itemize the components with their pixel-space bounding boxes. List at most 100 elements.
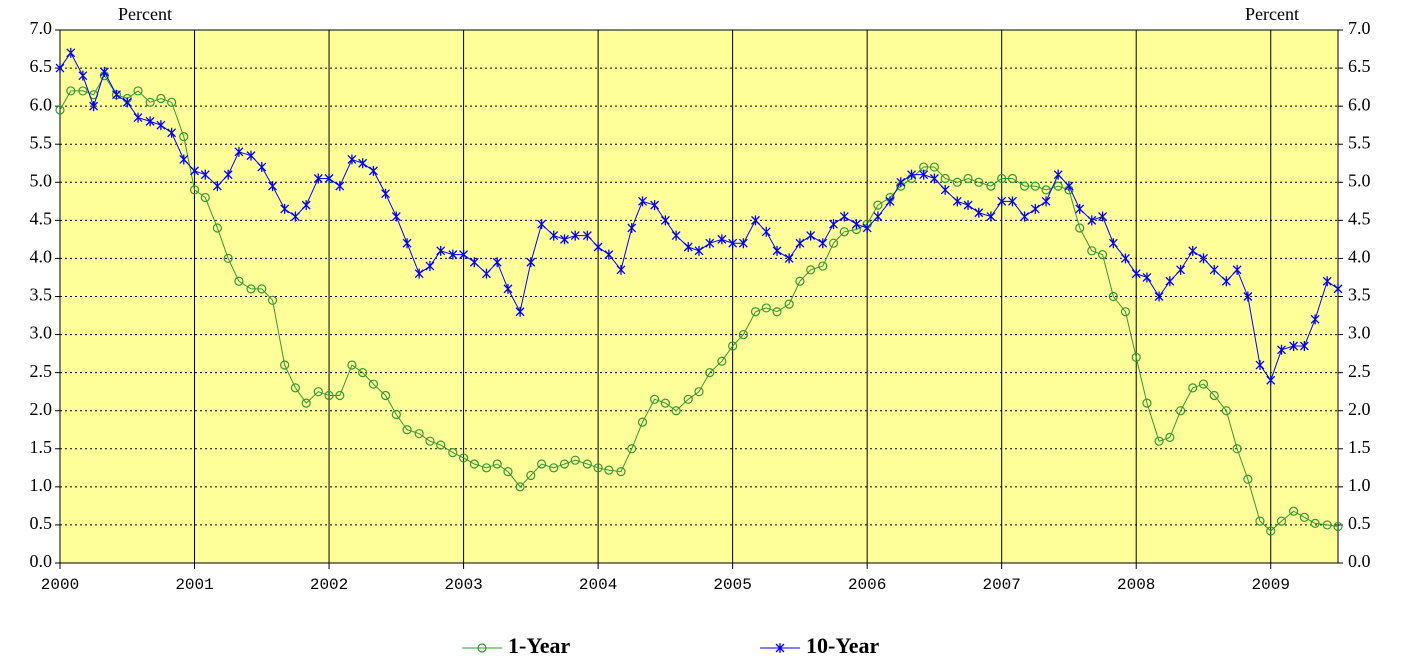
data-point <box>200 169 210 180</box>
data-point <box>784 253 794 264</box>
x-tick-label: 2009 <box>1252 576 1290 594</box>
legend-label: 10-Year <box>806 633 880 658</box>
y-tick-label: 6.0 <box>30 94 53 114</box>
data-point <box>1209 264 1219 275</box>
data-point <box>963 200 973 211</box>
data-point <box>728 341 738 351</box>
data-point <box>179 154 189 165</box>
data-point <box>627 444 637 454</box>
data-point <box>391 409 401 420</box>
data-point <box>683 242 693 253</box>
data-point <box>1030 203 1040 214</box>
data-point <box>986 211 996 222</box>
data-point <box>290 383 301 393</box>
data-point <box>1142 398 1152 408</box>
data-point <box>335 181 345 192</box>
data-point <box>402 425 412 435</box>
data-point <box>133 86 143 96</box>
data-point <box>212 223 222 233</box>
data-point <box>368 165 378 176</box>
data-point <box>717 356 727 366</box>
data-point <box>335 390 345 401</box>
data-point <box>772 245 782 256</box>
data-point <box>1243 291 1253 302</box>
data-point <box>1232 444 1242 454</box>
y2-tick-label: 6.0 <box>1348 94 1371 114</box>
data-point <box>604 249 614 260</box>
data-point <box>839 211 849 222</box>
data-point <box>570 455 580 465</box>
data-point <box>358 368 368 378</box>
data-point <box>806 230 816 241</box>
data-point <box>1243 474 1253 484</box>
data-point <box>526 470 536 481</box>
y2-tick-label: 4.0 <box>1348 247 1371 267</box>
series-line <box>59 74 1339 532</box>
data-point <box>89 101 99 112</box>
data-point <box>537 459 547 469</box>
data-point <box>705 368 715 378</box>
data-point <box>1087 246 1097 256</box>
data-point <box>78 86 88 96</box>
y2-tick-label: 5.5 <box>1348 132 1371 152</box>
y2-tick-label: 2.0 <box>1348 399 1371 419</box>
data-point <box>616 467 626 477</box>
data-point <box>1120 253 1130 264</box>
data-point <box>919 169 929 180</box>
data-point <box>1221 406 1231 416</box>
data-point <box>391 211 401 222</box>
data-point <box>761 226 771 237</box>
data-point <box>99 66 109 77</box>
y2-tick-label: 1.5 <box>1348 437 1371 457</box>
data-point <box>190 165 199 176</box>
x-tick-label: 2001 <box>175 576 213 594</box>
y2-tick-label: 4.5 <box>1348 208 1371 228</box>
data-point <box>1108 238 1118 249</box>
data-point <box>381 188 391 199</box>
y-tick-label: 4.5 <box>30 208 53 228</box>
data-point <box>1289 506 1299 516</box>
data-point <box>66 86 76 96</box>
y-tick-label: 3.0 <box>30 323 53 343</box>
data-point <box>705 238 715 249</box>
data-point <box>301 398 311 408</box>
data-point <box>358 158 368 169</box>
data-point <box>223 169 233 180</box>
x-tick-label: 2003 <box>444 576 482 594</box>
data-point <box>851 219 861 230</box>
data-point <box>1165 276 1175 287</box>
data-point <box>1097 250 1108 260</box>
data-point <box>1221 276 1231 287</box>
y-tick-label: 6.5 <box>30 56 53 76</box>
data-point <box>1098 211 1108 222</box>
data-point <box>458 453 469 463</box>
data-point <box>200 192 210 203</box>
data-point <box>167 127 177 138</box>
data-point <box>1232 264 1242 275</box>
data-point <box>873 211 883 222</box>
y-tick-label: 7.0 <box>30 18 53 38</box>
data-point <box>1310 518 1320 529</box>
data-point <box>1333 283 1343 294</box>
data-point <box>268 181 278 192</box>
data-point <box>873 200 883 210</box>
data-point <box>907 169 917 180</box>
data-point <box>223 253 233 264</box>
data-point <box>55 63 65 74</box>
data-point <box>156 120 166 131</box>
data-point <box>974 177 984 187</box>
data-point <box>952 177 962 187</box>
data-point <box>750 307 761 317</box>
data-point <box>234 146 244 157</box>
y-tick-label: 1.5 <box>30 437 53 457</box>
data-point <box>133 112 143 123</box>
data-point <box>526 257 536 268</box>
data-point <box>481 268 491 279</box>
data-point <box>313 173 323 184</box>
data-point <box>1131 268 1141 279</box>
data-point <box>795 276 805 286</box>
data-point <box>660 398 670 408</box>
data-point <box>694 387 704 397</box>
data-point <box>929 173 939 184</box>
data-point <box>940 173 950 184</box>
